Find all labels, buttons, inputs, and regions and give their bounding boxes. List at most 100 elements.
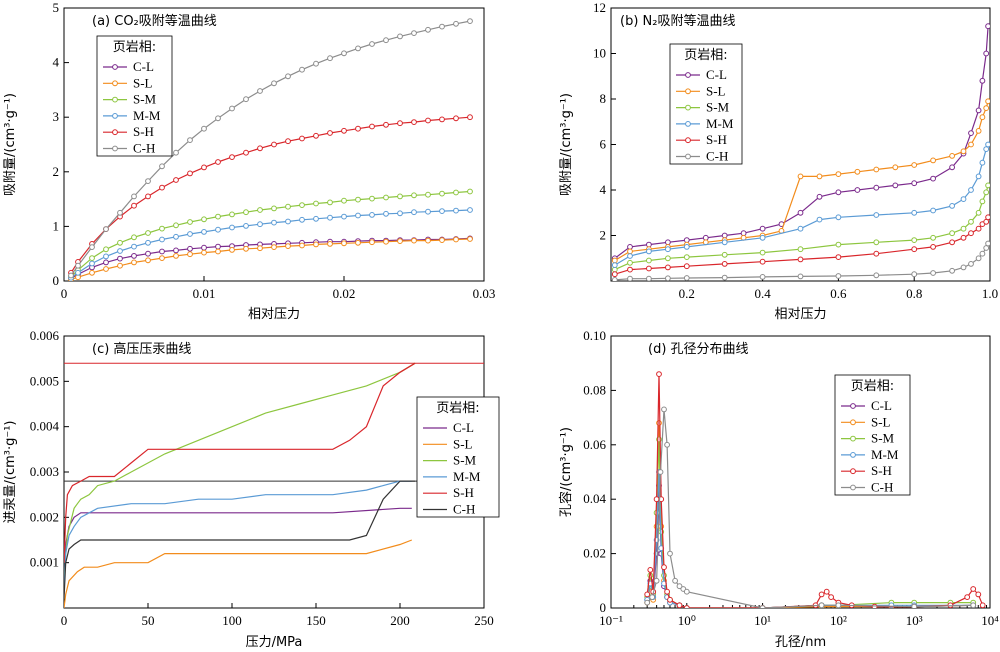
data-point: [665, 239, 671, 246]
x-tick-label: 0.02: [333, 286, 356, 301]
data-point: [797, 246, 804, 253]
data-point: [683, 244, 690, 250]
legend-label: S-H: [871, 463, 892, 478]
y-tick-label: 10: [593, 46, 606, 61]
data-point: [215, 159, 221, 165]
legend-label: S-H: [706, 132, 727, 147]
data-point: [145, 257, 151, 264]
data-point: [229, 154, 235, 161]
data-point: [646, 241, 652, 248]
y-tick-label: 0: [600, 600, 607, 615]
data-point: [949, 164, 955, 171]
data-point: [985, 141, 990, 148]
data-point: [985, 182, 990, 189]
y-tick-label: 4: [600, 182, 607, 197]
data-point: [369, 41, 375, 47]
data-point: [983, 189, 990, 196]
data-point: [243, 149, 249, 156]
legend-marker: [850, 419, 856, 426]
data-point: [970, 586, 977, 592]
data-point: [949, 203, 955, 209]
data-point: [970, 602, 977, 608]
data-point: [173, 149, 179, 156]
y-tick-label: 0.004: [30, 419, 60, 434]
series-line-c-h: [646, 409, 974, 608]
data-point: [173, 247, 179, 254]
panel-title: (a) CO₂吸附等温曲线: [92, 13, 217, 29]
data-point: [646, 257, 652, 264]
data-point: [173, 177, 179, 183]
x-tick-label: 10¹: [754, 613, 771, 628]
series-line-s-h: [646, 374, 984, 608]
data-point: [818, 602, 825, 608]
data-point: [313, 200, 319, 207]
data-point: [173, 253, 179, 259]
data-point: [721, 239, 728, 246]
legend: 页岩相: C-LS-L S-MM-MS-H C-H: [96, 35, 173, 157]
data-point: [611, 271, 618, 278]
data-point: [949, 267, 955, 274]
legend-marker: [850, 468, 856, 475]
data-point: [201, 244, 207, 251]
data-point: [327, 199, 333, 206]
data-point: [721, 232, 728, 239]
legend-title: 页岩相:: [684, 48, 727, 63]
data-point: [983, 50, 990, 57]
data-point: [797, 173, 804, 180]
data-point: [187, 170, 193, 177]
y-tick-label: 0.002: [30, 509, 59, 524]
x-tick-label: 10⁴: [981, 613, 999, 628]
legend-label: S-L: [706, 83, 726, 98]
y-tick-label: 0.10: [583, 328, 606, 343]
legend-label: S-M: [706, 100, 730, 115]
x-tick-label: 10⁰: [678, 613, 696, 628]
data-point: [740, 230, 747, 237]
data-point: [968, 261, 974, 267]
data-point: [453, 207, 459, 214]
data-point: [341, 213, 347, 220]
data-point: [667, 596, 673, 603]
data-point: [411, 119, 417, 125]
x-axis-title: 孔径/nm: [775, 635, 826, 650]
data-point: [369, 195, 375, 202]
data-point: [759, 605, 766, 608]
y-tick-label: 0.005: [30, 373, 59, 388]
data-point: [467, 188, 473, 195]
data-point: [611, 257, 618, 264]
data-point: [159, 225, 165, 232]
x-tick-label: 50: [142, 613, 155, 628]
series-line-s-m: [646, 439, 974, 608]
y-tick-label: 0.04: [583, 491, 606, 506]
data-point: [313, 60, 319, 67]
data-point: [201, 216, 207, 223]
data-point: [467, 236, 473, 242]
data-point: [117, 262, 123, 269]
x-tick-label: 10⁻¹: [599, 613, 623, 628]
data-point: [425, 117, 431, 124]
legend-label: S-M: [453, 453, 477, 468]
data-point: [131, 202, 137, 209]
legend-title: 页岩相:: [851, 379, 894, 394]
data-point: [425, 26, 431, 33]
x-tick-label: 0: [61, 613, 68, 628]
x-axis-title: 相对压力: [248, 307, 300, 322]
legend: 页岩相: C-LS-L S-MM-MS-H C-H: [416, 396, 500, 518]
data-point: [983, 105, 990, 111]
data-point: [968, 218, 974, 225]
data-point: [873, 212, 880, 218]
legend-marker: [850, 484, 856, 491]
data-point: [683, 263, 690, 270]
data-point: [89, 255, 95, 262]
legend-box: [416, 396, 500, 518]
data-point: [75, 262, 81, 269]
x-axis-title: 压力/MPa: [246, 635, 303, 650]
data-point: [383, 121, 389, 128]
data-point: [68, 272, 74, 279]
legend-title: 页岩相:: [113, 40, 156, 55]
data-point: [327, 214, 333, 221]
data-point: [159, 255, 165, 262]
data-point: [975, 173, 982, 180]
data-point: [327, 55, 333, 62]
data-point: [173, 233, 179, 240]
data-point: [397, 193, 403, 200]
